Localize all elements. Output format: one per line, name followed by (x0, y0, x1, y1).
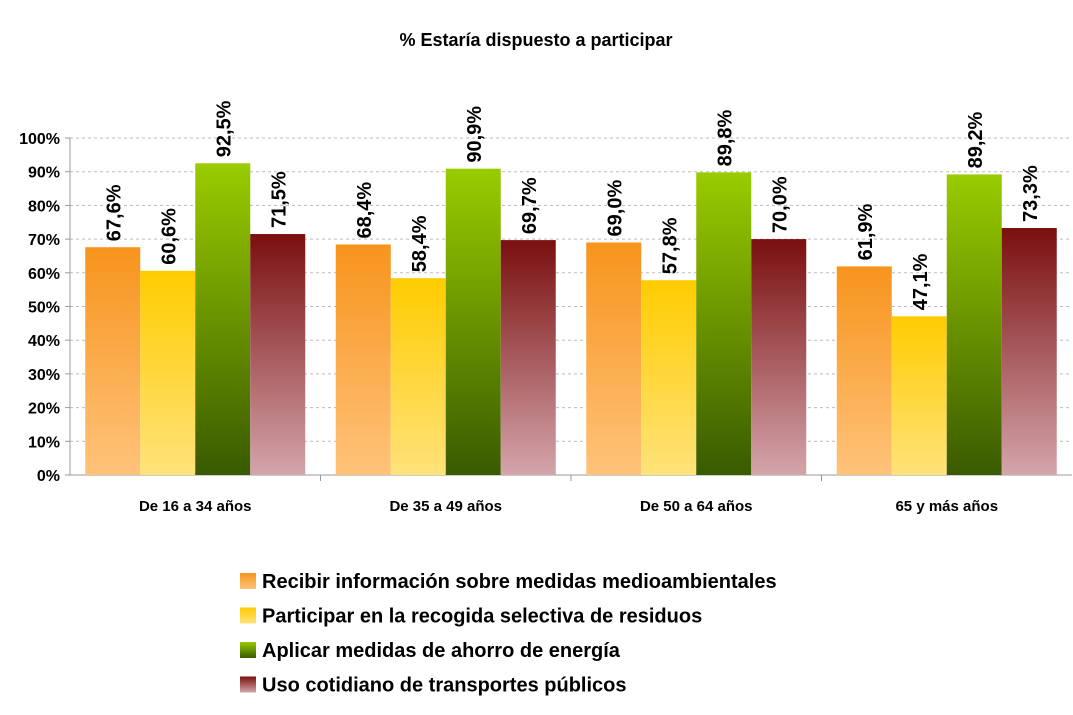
bar (445, 168, 501, 476)
data-label: 71,5% (269, 171, 291, 228)
bar (696, 172, 752, 475)
y-tick-label: 10% (28, 434, 60, 451)
data-label: 67,6% (104, 184, 126, 241)
x-tick-label: De 16 a 34 años (139, 498, 252, 515)
bar (335, 244, 391, 475)
data-label: 69,0% (605, 180, 627, 237)
x-tick-label: De 35 a 49 años (389, 498, 502, 515)
data-label: 73,3% (1020, 165, 1042, 222)
data-label: 89,2% (965, 111, 987, 168)
y-tick-label: 0% (37, 468, 60, 485)
data-label: 60,6% (159, 208, 181, 265)
data-label: 57,8% (660, 217, 682, 274)
data-label: 58,4% (409, 215, 431, 272)
data-label: 92,5% (214, 100, 236, 157)
y-tick-label: 30% (28, 367, 60, 384)
legend-swatch (240, 642, 256, 658)
data-label: 68,4% (354, 182, 376, 239)
bar (195, 163, 251, 475)
legend-swatch (240, 676, 256, 693)
y-tick-label: 40% (28, 333, 60, 350)
y-tick-label: 90% (28, 165, 60, 182)
data-label: 69,7% (519, 177, 541, 234)
data-label: 89,8% (715, 109, 737, 166)
data-label: 70,0% (770, 176, 792, 233)
bar (836, 266, 892, 475)
y-tick-label: 50% (28, 300, 60, 317)
bar (250, 234, 306, 475)
bar (390, 278, 446, 475)
chart-title: % Estaría dispuesto a participar (399, 30, 672, 50)
data-label: 90,9% (464, 106, 486, 163)
bar (641, 280, 697, 475)
legend-swatch (240, 607, 256, 624)
bar (946, 174, 1002, 475)
bar (891, 316, 947, 475)
bar (1001, 227, 1057, 475)
y-tick-label: 70% (28, 232, 60, 249)
bar (751, 239, 807, 475)
legend-swatch (240, 573, 256, 589)
y-tick-label: 80% (28, 198, 60, 215)
data-label: 47,1% (910, 253, 932, 310)
bar (85, 247, 141, 475)
x-tick-label: 65 y más años (895, 498, 998, 515)
bar (586, 242, 642, 475)
bar (140, 270, 196, 475)
x-tick-label: De 50 a 64 años (640, 498, 753, 515)
legend-label: Uso cotidiano de transportes públicos (262, 675, 627, 697)
legend-label: Aplicar medidas de ahorro de energía (262, 640, 621, 662)
legend-label: Participar en la recogida selectiva de r… (262, 606, 702, 628)
y-tick-label: 60% (28, 266, 60, 283)
bar (500, 240, 556, 475)
y-tick-label: 100% (19, 131, 60, 148)
y-tick-label: 20% (28, 401, 60, 418)
data-label: 61,9% (855, 203, 877, 260)
legend-label: Recibir información sobre medidas medioa… (262, 571, 777, 593)
